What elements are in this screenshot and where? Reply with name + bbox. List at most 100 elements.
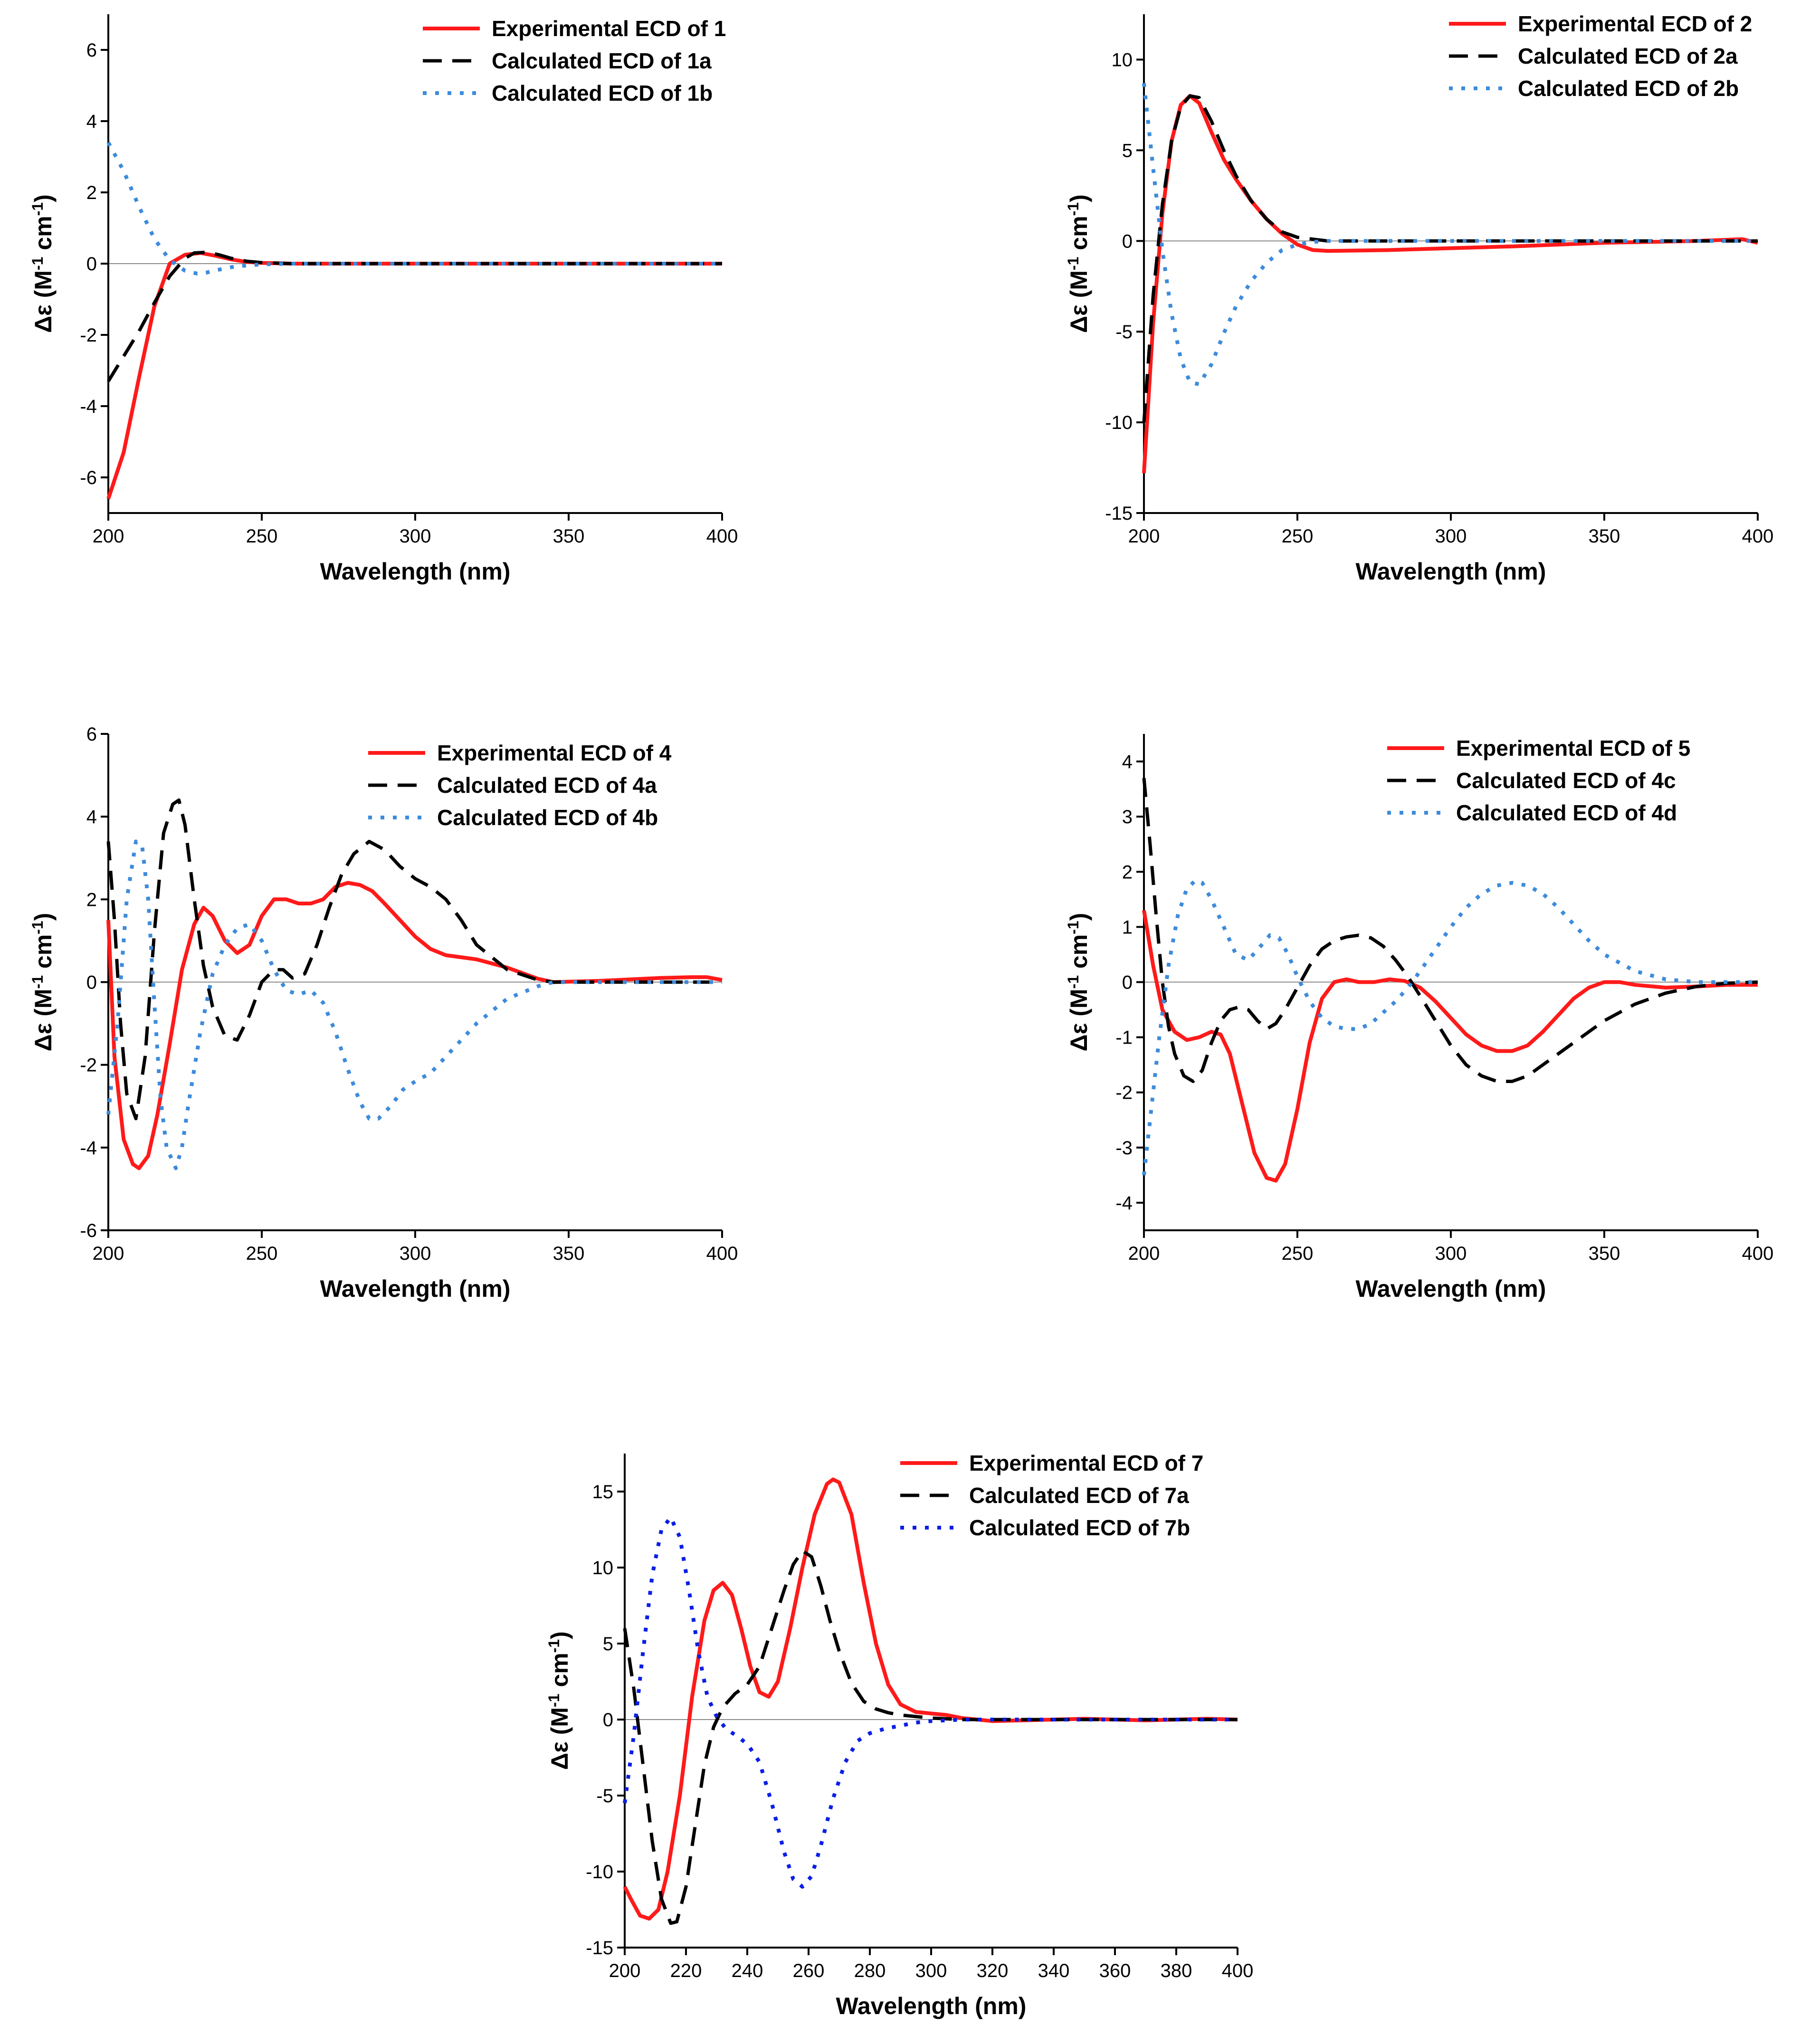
y-axis-title-superscript: -1 (1065, 975, 1082, 989)
legend-label: Experimental ECD of 1 (492, 16, 726, 41)
legend: Experimental ECD of 5 Calculated ECD of 4… (1387, 736, 1690, 825)
y-axis-title: Δε (M-1 cm-1) (1065, 913, 1092, 1052)
y-tick-label: 4 (86, 807, 97, 827)
chart-panel-2: 200 250 300 350 400 -15 -10 -5 0 5 10 Wavelength (n… (1065, 11, 1773, 585)
x-axis-title: Wavelength (nm) (320, 558, 511, 585)
y-tick-label: -4 (80, 1138, 97, 1159)
y-axis-title: Δε (M-1 cm-1) (29, 194, 57, 333)
y-axis-title-part: Δε (M (1066, 989, 1092, 1051)
y-axis-title-part: Δε (M (546, 1707, 573, 1770)
x-tick-label: 250 (1282, 526, 1314, 547)
legend-label: Calculated ECD of 4d (1456, 800, 1677, 825)
y-axis-title-superscript: -1 (1065, 257, 1082, 270)
y-axis-title-superscript: -1 (1065, 202, 1082, 216)
y-axis-title-superscript: -1 (29, 202, 46, 216)
x-tick-label: 250 (246, 1243, 278, 1264)
y-axis-title-part: ) (546, 1631, 573, 1639)
chart-panel-1: 200 250 300 350 400 -6 -4 -2 0 2 4 6 Wavelength (nm)… (29, 14, 738, 585)
y-tick-label: -15 (1105, 503, 1133, 524)
legend: Experimental ECD of 4 Calculated ECD of 4… (368, 741, 672, 830)
x-tick-label: 300 (400, 1243, 431, 1264)
chart-panel-4: 200 250 300 350 400 -4 -3 -2 -1 0 1 2 3 4 Wavelength (… (1065, 734, 1773, 1302)
y-tick-label: -10 (1105, 412, 1133, 433)
y-tick-label: -2 (80, 325, 97, 346)
x-tick-label: 350 (553, 526, 585, 547)
x-tick-label: 300 (1435, 1243, 1467, 1264)
legend-label: Calculated ECD of 1a (492, 48, 712, 73)
x-tick-label: 200 (93, 1243, 124, 1264)
x-tick-label: 220 (670, 1960, 702, 1981)
legend-label: Calculated ECD of 1b (492, 81, 713, 105)
x-tick-label: 300 (915, 1960, 947, 1981)
y-axis-title-part: Δε (M (30, 989, 57, 1051)
y-tick-label: 2 (86, 889, 97, 910)
series-line-solid (623, 1477, 1238, 1921)
y-tick-label: 0 (1122, 972, 1133, 993)
y-axis-title-superscript: -1 (29, 257, 46, 270)
y-tick-label: -5 (1115, 322, 1133, 342)
y-axis-title-part: Δε (M (1066, 270, 1092, 333)
series-line-dashed (1142, 778, 1758, 1083)
y-axis-title-part: ) (1066, 194, 1092, 202)
y-tick-label: 4 (86, 111, 97, 132)
x-tick-label: 350 (553, 1243, 585, 1264)
series-line-dotted (106, 142, 722, 276)
x-tick-label: 340 (1038, 1960, 1070, 1981)
series-line-solid (106, 881, 723, 1170)
x-tick-label: 400 (1742, 1243, 1774, 1264)
x-tick-label: 200 (1128, 526, 1160, 547)
y-tick-label: 2 (1122, 862, 1133, 883)
y-axis-title-superscript: -1 (29, 975, 46, 989)
x-tick-label: 240 (732, 1960, 763, 1981)
x-tick-label: 400 (1742, 526, 1774, 547)
y-axis-title: Δε (M-1 cm-1) (29, 913, 57, 1052)
y-tick-label: 2 (86, 182, 97, 203)
x-tick-label: 200 (93, 526, 124, 547)
x-tick-label: 280 (854, 1960, 886, 1981)
y-axis-title: Δε (M-1 cm-1) (545, 1631, 573, 1770)
legend: Experimental ECD of 2 Calculated ECD of 2… (1449, 11, 1752, 101)
y-tick-label: 6 (86, 40, 97, 61)
y-tick-label: -15 (586, 1938, 613, 1958)
x-axis-title: Wavelength (nm) (1356, 1275, 1546, 1302)
legend-label: Experimental ECD of 4 (437, 741, 672, 765)
x-tick-label: 200 (1128, 1243, 1160, 1264)
x-tick-label: 250 (246, 526, 278, 547)
series-line-solid (1142, 94, 1758, 474)
legend-label: Calculated ECD of 2a (1518, 44, 1738, 68)
y-tick-label: -2 (1115, 1083, 1133, 1103)
series-line-dashed (623, 1549, 1238, 1925)
series-line-dashed (107, 250, 722, 382)
legend-label: Calculated ECD of 4c (1456, 768, 1676, 793)
y-tick-label: -10 (586, 1862, 613, 1882)
x-tick-label: 400 (706, 1243, 738, 1264)
chart-panel-3: 200 250 300 350 400 -6 -4 -2 0 2 4 6 Wavelength (nm)… (29, 724, 738, 1302)
y-tick-label: -3 (1115, 1138, 1133, 1159)
x-tick-label: 200 (609, 1960, 641, 1981)
x-tick-label: 320 (977, 1960, 1009, 1981)
series-line-solid (106, 251, 722, 500)
chart-panel-5: 200 220 240 260 280 300 320 340 360 380 400-15-10-… (545, 1451, 1253, 2019)
y-tick-label: 0 (86, 972, 97, 993)
x-tick-label: 350 (1589, 526, 1620, 547)
x-axis-title: Wavelength (nm) (1356, 558, 1546, 585)
y-axis-title-part: cm (1066, 216, 1092, 257)
legend-label: Calculated ECD of 7b (969, 1515, 1190, 1540)
legend-label: Calculated ECD of 4b (437, 805, 658, 830)
y-tick-label: 6 (86, 724, 97, 745)
y-axis-title-part: cm (1066, 934, 1092, 975)
y-tick-label: -6 (80, 1220, 97, 1241)
y-tick-label: 3 (1122, 807, 1133, 827)
y-axis-title-superscript: -1 (545, 1639, 562, 1653)
x-tick-label: 250 (1282, 1243, 1314, 1264)
y-axis-title-part: cm (546, 1653, 573, 1693)
series-line-dashed (1142, 94, 1758, 423)
y-tick-label: -1 (1115, 1027, 1133, 1048)
y-tick-label: -4 (1115, 1193, 1133, 1214)
y-axis-title-part: ) (1066, 913, 1092, 921)
y-axis-title-part: ) (30, 913, 57, 921)
x-tick-label: 360 (1099, 1960, 1131, 1981)
series-line-dotted (623, 1515, 1238, 1889)
x-axis-title: Wavelength (nm) (320, 1275, 511, 1302)
